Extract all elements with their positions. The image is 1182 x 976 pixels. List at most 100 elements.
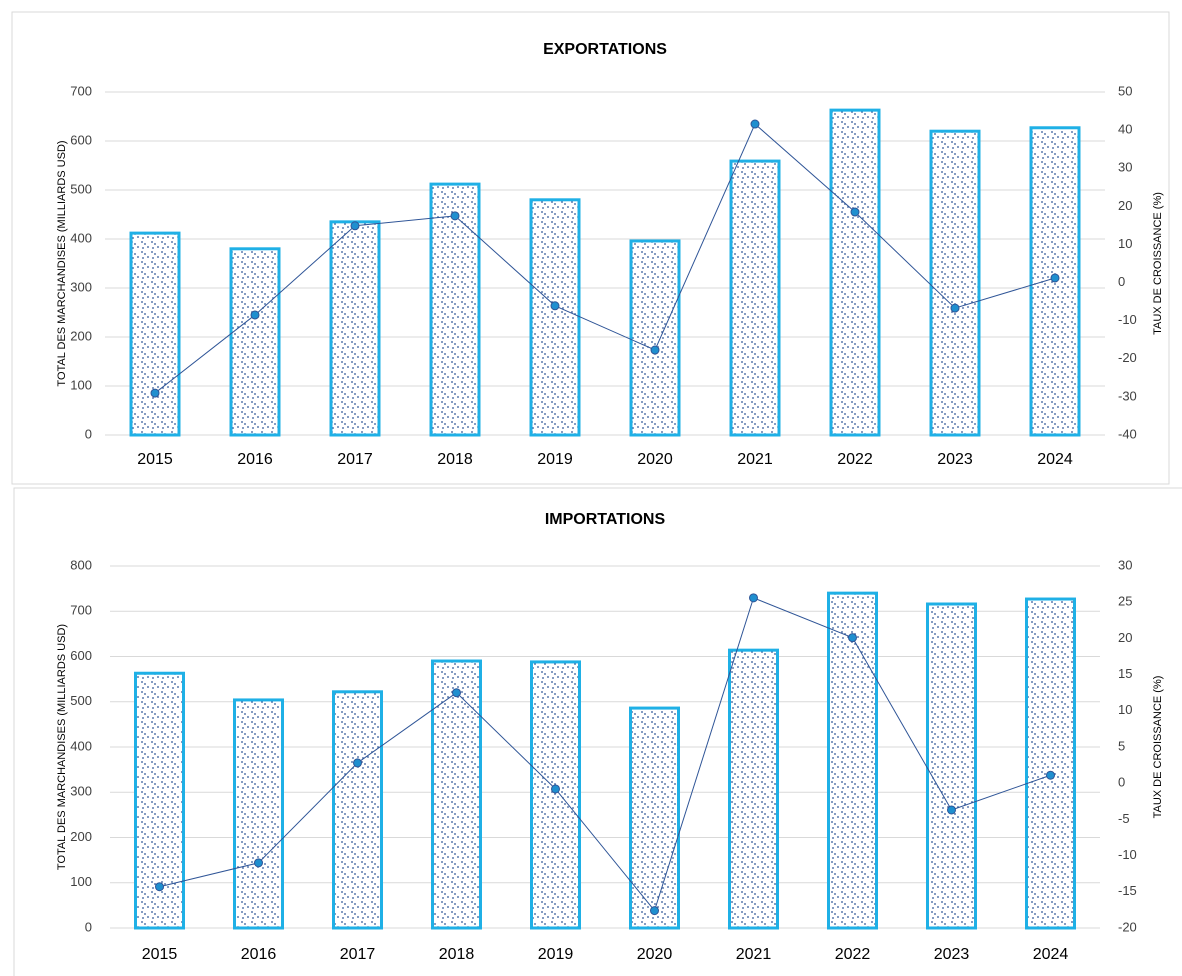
- y2-tick-label: 50: [1118, 83, 1132, 98]
- growth-line: [154, 123, 1056, 394]
- x-tick-label: 2016: [237, 451, 273, 468]
- growth-marker: [551, 784, 560, 794]
- growth-marker: [1050, 273, 1060, 283]
- bar: [827, 591, 878, 930]
- y2-axis-title: TAUX DE CROISSANCE (%): [1152, 192, 1164, 335]
- x-tick-label: 2015: [137, 451, 173, 468]
- y-tick-label: 300: [70, 784, 92, 799]
- bar: [229, 247, 281, 437]
- growth-line: [159, 597, 1051, 912]
- x-tick-label: 2023: [937, 451, 973, 468]
- y-tick-label: 0: [85, 919, 92, 934]
- bar: [233, 698, 284, 930]
- growth-marker: [750, 119, 760, 129]
- x-tick-label: 2022: [835, 946, 871, 963]
- y-tick-label: 600: [70, 132, 92, 147]
- chart-frame: [13, 487, 1182, 976]
- y2-tick-label: 15: [1118, 666, 1132, 681]
- y-tick-label: 700: [70, 603, 92, 618]
- x-tick-label: 2023: [934, 946, 970, 963]
- x-tick-label: 2018: [439, 946, 475, 963]
- y2-tick-label: 20: [1118, 630, 1132, 645]
- growth-marker: [155, 882, 164, 892]
- growth-marker: [850, 207, 860, 217]
- bar: [530, 660, 581, 930]
- x-tick-label: 2019: [538, 946, 574, 963]
- y2-tick-label: 10: [1118, 702, 1132, 717]
- x-tick-label: 2024: [1033, 946, 1069, 963]
- y2-tick-label: 5: [1118, 738, 1125, 753]
- growth-marker: [254, 858, 263, 868]
- growth-marker: [1046, 770, 1055, 780]
- growth-marker: [350, 221, 360, 231]
- y2-tick-label: -30: [1118, 388, 1137, 403]
- bar: [1025, 597, 1076, 930]
- x-tick-label: 2016: [241, 946, 277, 963]
- growth-marker: [749, 593, 758, 603]
- y2-tick-label: -10: [1118, 312, 1137, 327]
- bar: [129, 231, 181, 437]
- y-tick-label: 400: [70, 230, 92, 245]
- growth-marker: [947, 805, 956, 815]
- bar: [729, 159, 781, 437]
- bar: [829, 108, 881, 437]
- y-tick-label: 800: [70, 557, 92, 572]
- growth-marker: [950, 303, 960, 313]
- y-axis-title: TOTAL DES MARCHANDISES (MILLIARDS USD): [56, 140, 68, 386]
- chart-title: EXPORTATIONS: [543, 41, 667, 58]
- x-tick-label: 2015: [142, 946, 178, 963]
- bar: [429, 182, 481, 437]
- bar: [728, 648, 779, 930]
- x-tick-label: 2017: [340, 946, 376, 963]
- y2-tick-label: 0: [1118, 274, 1125, 289]
- bar: [431, 659, 482, 930]
- y-tick-label: 500: [70, 181, 92, 196]
- y2-tick-label: -15: [1118, 883, 1137, 898]
- y-tick-label: 200: [70, 829, 92, 844]
- y-tick-label: 600: [70, 648, 92, 663]
- growth-marker: [650, 906, 659, 916]
- x-tick-label: 2019: [537, 451, 573, 468]
- x-tick-label: 2021: [736, 946, 772, 963]
- growth-marker: [848, 633, 857, 643]
- y2-tick-label: -20: [1118, 350, 1137, 365]
- growth-marker: [150, 388, 160, 398]
- chart-title: IMPORTATIONS: [545, 511, 666, 528]
- y2-tick-label: -10: [1118, 847, 1137, 862]
- bar: [529, 198, 581, 437]
- x-tick-label: 2018: [437, 451, 473, 468]
- bar: [629, 706, 680, 930]
- growth-marker: [353, 758, 362, 768]
- y-tick-label: 100: [70, 874, 92, 889]
- y-tick-label: 400: [70, 738, 92, 753]
- y2-tick-label: 40: [1118, 122, 1132, 137]
- y2-axis-title: TAUX DE CROISSANCE (%): [1152, 676, 1164, 819]
- y-tick-label: 300: [70, 279, 92, 294]
- y2-tick-label: 25: [1118, 594, 1132, 609]
- y2-tick-label: -5: [1118, 811, 1130, 826]
- y-tick-label: 700: [70, 83, 92, 98]
- growth-marker: [650, 345, 660, 355]
- x-tick-label: 2020: [637, 451, 673, 468]
- y2-tick-label: 10: [1118, 236, 1132, 251]
- chart-frame: [11, 11, 1170, 485]
- bar: [329, 220, 381, 437]
- growth-marker: [450, 211, 460, 221]
- x-tick-label: 2020: [637, 946, 673, 963]
- y2-tick-label: -40: [1118, 426, 1137, 441]
- y2-tick-label: 30: [1118, 160, 1132, 175]
- y2-tick-label: -20: [1118, 919, 1137, 934]
- x-tick-label: 2021: [737, 451, 773, 468]
- y2-tick-label: 30: [1118, 557, 1132, 572]
- y-tick-label: 100: [70, 377, 92, 392]
- growth-marker: [452, 688, 461, 698]
- x-tick-label: 2022: [837, 451, 873, 468]
- bar: [332, 690, 383, 930]
- bar: [629, 239, 681, 437]
- bar: [926, 602, 977, 930]
- growth-marker: [550, 301, 560, 311]
- growth-marker: [250, 310, 260, 320]
- x-tick-label: 2024: [1037, 451, 1073, 468]
- y-axis-title: TOTAL DES MARCHANDISES (MILLIARDS USD): [56, 624, 68, 870]
